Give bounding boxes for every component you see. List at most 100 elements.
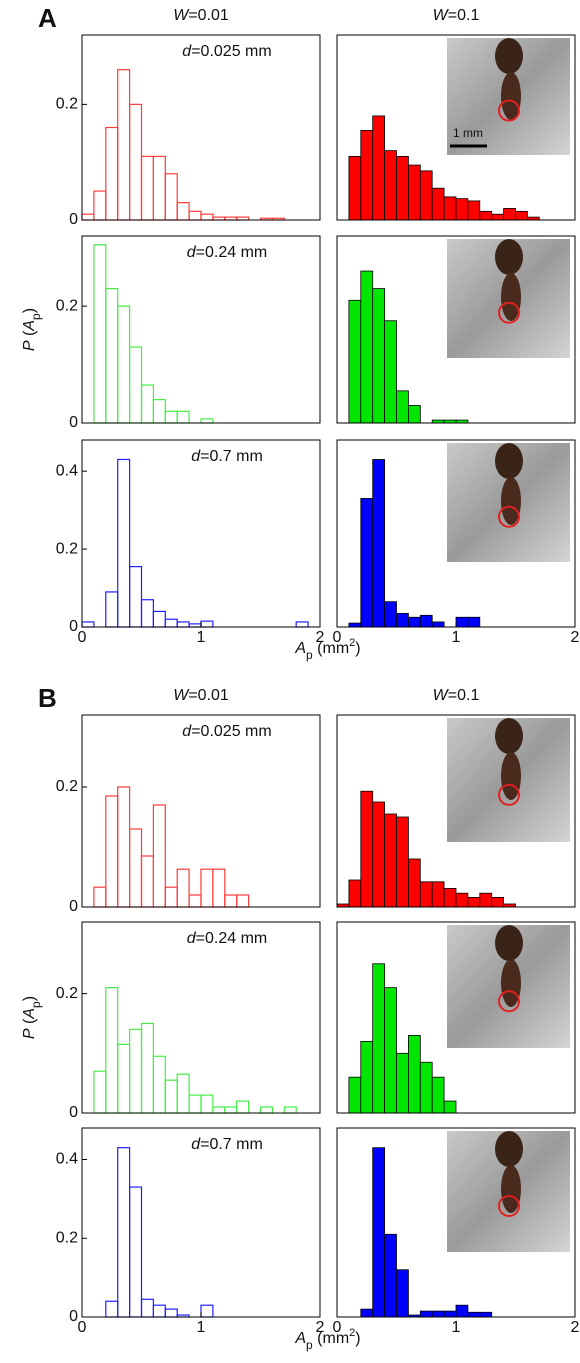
histogram-bar	[236, 894, 250, 908]
photo-ant-head	[495, 925, 523, 961]
y-tick-label: 0	[69, 1104, 78, 1121]
annotation-part: =0.025 mm	[191, 723, 271, 740]
annotation-part: =0.7 mm	[200, 1136, 263, 1153]
histogram-bar	[348, 299, 362, 424]
histogram-bar	[129, 346, 143, 424]
y-tick-label: 0.2	[56, 96, 78, 113]
annotation-part: =0.24 mm	[196, 930, 268, 947]
annotation: d=0.025 mm	[182, 723, 271, 740]
histogram-bar	[396, 612, 409, 628]
histogram-bar	[224, 1106, 238, 1114]
photo-ant-head	[495, 239, 523, 275]
histogram-bar	[384, 1233, 397, 1318]
histogram-bar	[360, 790, 374, 908]
x-axis-label-part: (mm	[313, 640, 349, 657]
plot-frame	[81, 714, 321, 908]
histogram-bar	[360, 1040, 374, 1114]
histogram-bar	[164, 410, 178, 424]
annotation: d=0.025 mm	[182, 43, 271, 60]
x-tick-label: 0	[78, 1319, 87, 1336]
photo-ant-body	[501, 477, 521, 525]
photo-ant-head	[495, 38, 523, 74]
annotation: d=0.7 mm	[191, 1136, 263, 1153]
y-axis-label-part: )	[21, 308, 38, 313]
histogram-bar	[152, 610, 166, 628]
histogram-bar	[348, 1076, 362, 1114]
histogram-bar	[407, 164, 421, 221]
x-tick-label: 0	[333, 629, 342, 646]
histogram-bar	[419, 170, 433, 221]
histogram-bar	[188, 210, 202, 221]
y-axis-label-part: P	[21, 1028, 38, 1039]
histogram-bar	[479, 210, 493, 221]
x-tick-label: 1	[197, 1319, 206, 1336]
histogram-bar	[129, 1186, 143, 1318]
x-tick-label: 2	[316, 629, 325, 646]
histogram-bar	[140, 1022, 154, 1114]
y-tick-label: 0	[69, 211, 78, 228]
histogram-bar	[372, 288, 386, 424]
histogram-bar	[140, 599, 154, 628]
annotation-part: d	[191, 1136, 201, 1153]
panel-label: B	[38, 683, 57, 713]
histogram-bar	[443, 196, 457, 221]
histogram-bar	[140, 855, 154, 908]
y-tick-label: 0.4	[56, 462, 78, 479]
histogram-bar	[407, 858, 421, 908]
histogram-bar	[419, 1061, 433, 1114]
histogram-bar	[283, 1106, 297, 1114]
histogram-bar	[396, 816, 409, 908]
x-tick-label: 1	[197, 629, 206, 646]
plot-frame	[81, 235, 321, 424]
histogram-bar	[503, 208, 516, 221]
histogram-bar	[467, 897, 481, 908]
histogram-bar	[384, 987, 397, 1114]
histogram-bar	[455, 892, 469, 908]
plot-frame	[336, 34, 576, 221]
x-tick-label: 2	[571, 629, 580, 646]
histogram-bar	[129, 103, 143, 221]
histogram-bar	[431, 881, 445, 908]
photo-ant-body	[501, 273, 521, 321]
histogram-bar	[117, 458, 131, 628]
histogram-bar	[129, 828, 143, 908]
histogram-bar	[455, 198, 469, 221]
photo-ant-head	[495, 718, 523, 754]
y-tick-label: 0	[69, 898, 78, 915]
x-axis-label: Ap (mm2)	[294, 637, 360, 662]
photo-ant-head	[495, 443, 523, 479]
plot-frame	[336, 714, 576, 908]
histogram-bar	[236, 1100, 250, 1114]
x-axis-label: Ap (mm2)	[294, 1327, 360, 1352]
plot-frame	[81, 34, 321, 221]
histogram-bar	[200, 1304, 214, 1318]
histogram-bar	[105, 287, 119, 424]
y-axis-label-part: )	[21, 996, 38, 1001]
histogram-bar	[117, 305, 131, 424]
y-axis-label-part: p	[29, 313, 43, 320]
y-tick-label: 0.4	[56, 1151, 78, 1168]
histogram-bar	[467, 1311, 481, 1318]
histogram-bar	[431, 1310, 445, 1318]
annotation-part: =0.025 mm	[191, 43, 271, 60]
photo-marker	[498, 301, 520, 324]
histogram-bar	[372, 1147, 386, 1318]
histogram-bar	[467, 200, 481, 221]
panel-label: A	[38, 3, 57, 33]
histogram-bar	[372, 963, 386, 1114]
histogram-bar	[176, 202, 190, 221]
histogram-bar	[396, 156, 409, 221]
histogram-bar	[93, 244, 107, 424]
column-title-part: W	[433, 7, 450, 24]
y-axis-label-part: A	[21, 320, 38, 332]
x-axis-label-part: (mm	[313, 1330, 349, 1347]
histogram-bar	[467, 616, 481, 628]
histogram-bar	[396, 390, 409, 424]
x-axis-label-part: A	[294, 1330, 306, 1347]
histogram-bar	[384, 150, 397, 221]
histogram-bar	[419, 881, 433, 908]
histogram-bar	[129, 1028, 143, 1114]
histogram-bar	[443, 1100, 457, 1114]
photo-marker	[498, 99, 520, 122]
